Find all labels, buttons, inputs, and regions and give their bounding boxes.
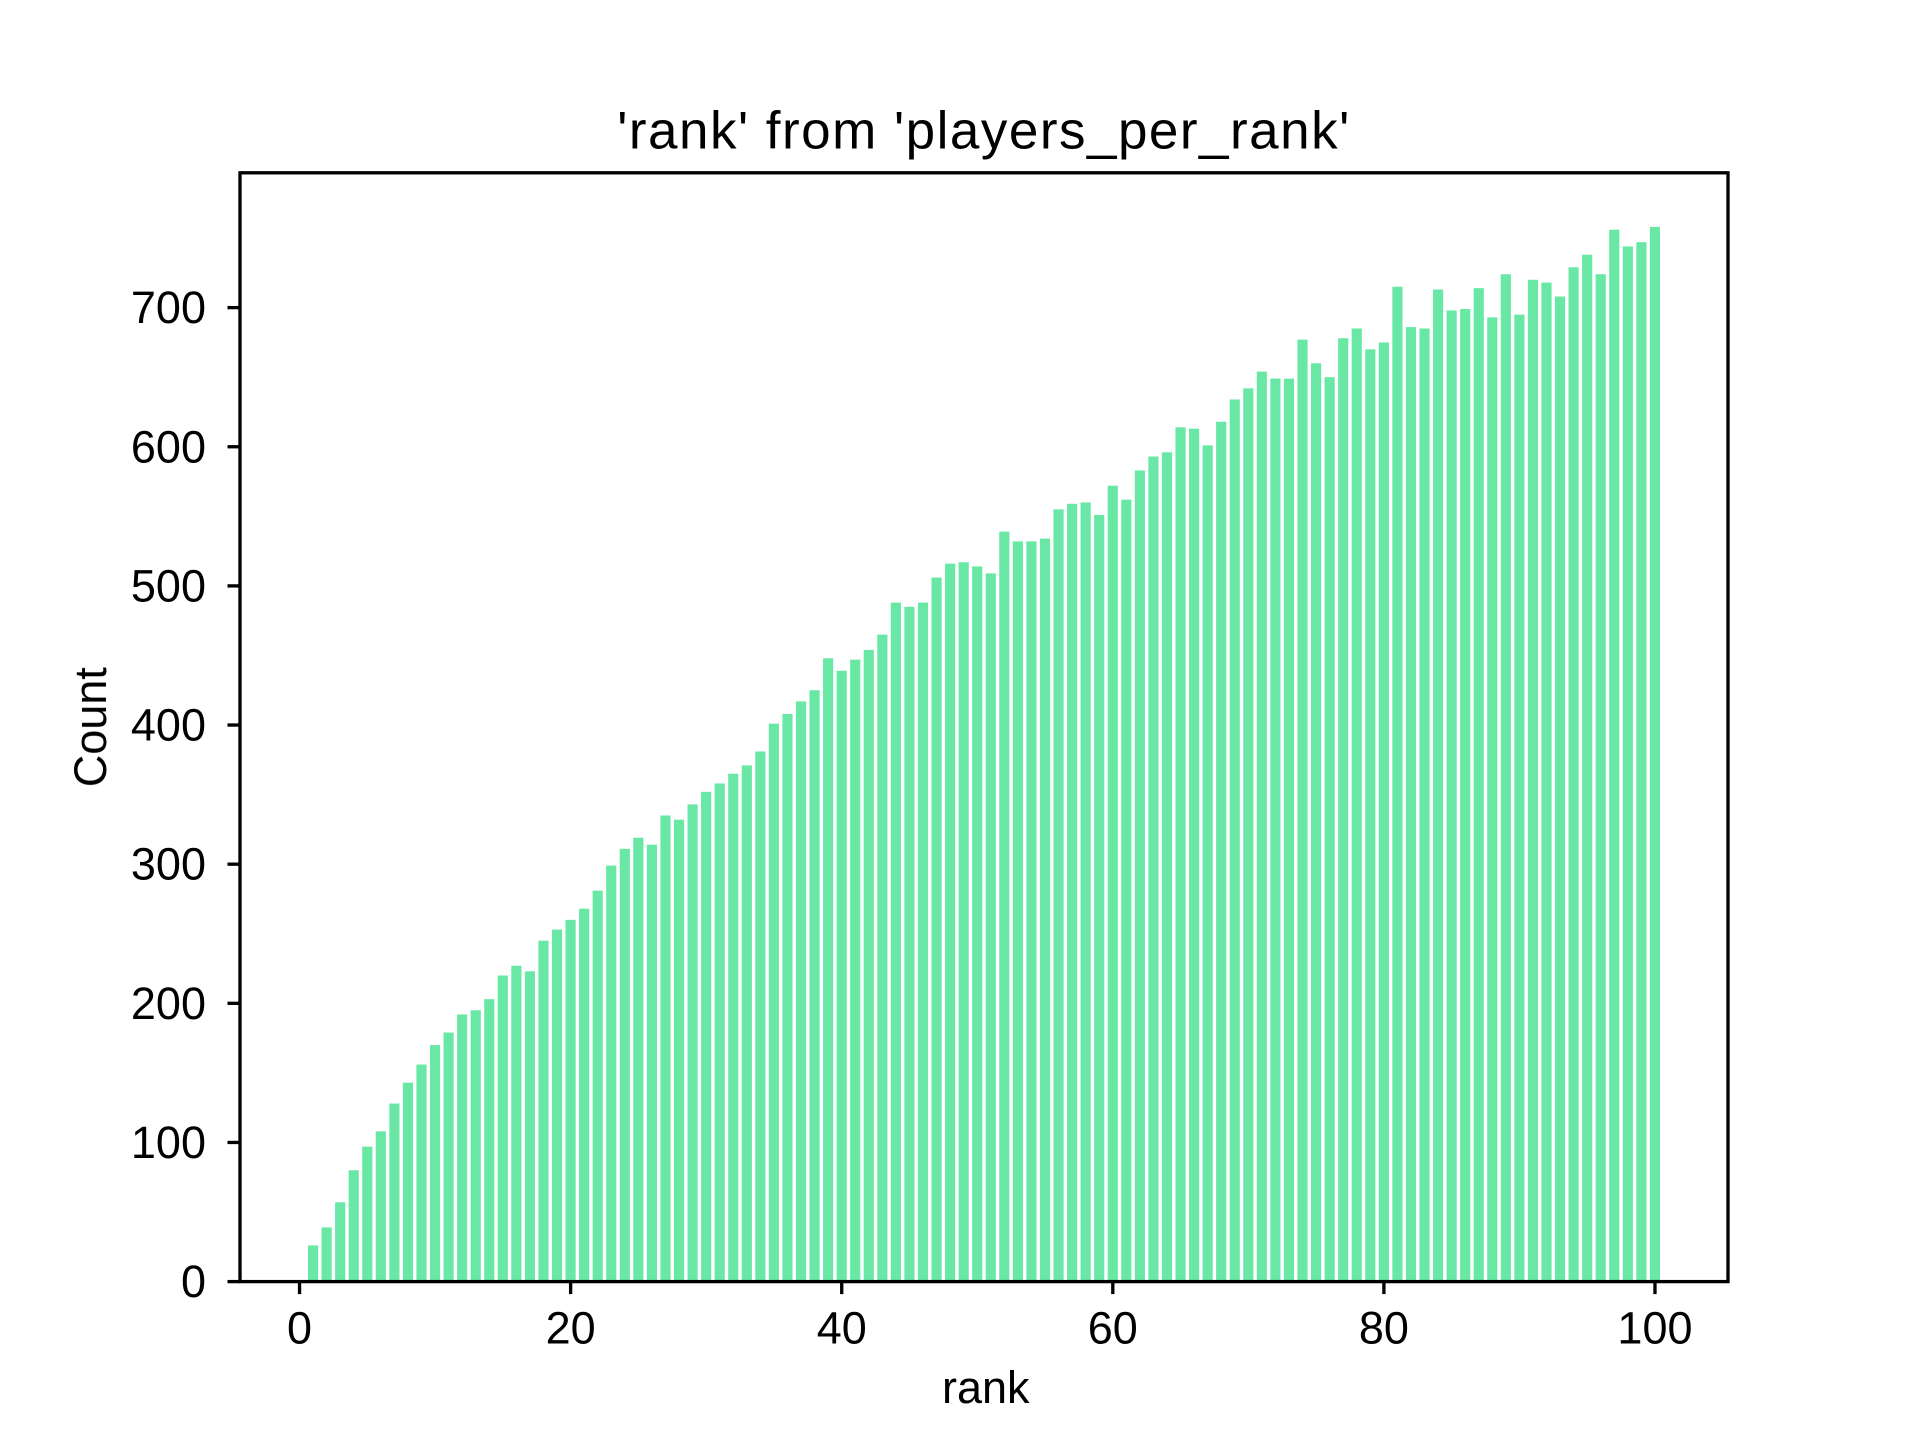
svg-text:rank: rank <box>942 1362 1030 1413</box>
svg-text:500: 500 <box>131 560 206 611</box>
svg-text:100: 100 <box>131 1117 206 1168</box>
svg-text:40: 40 <box>817 1303 867 1354</box>
svg-text:200: 200 <box>131 978 206 1029</box>
svg-text:80: 80 <box>1359 1303 1409 1354</box>
svg-text:60: 60 <box>1088 1303 1138 1354</box>
svg-text:Count: Count <box>65 667 116 788</box>
svg-text:600: 600 <box>131 421 206 472</box>
svg-text:0: 0 <box>181 1256 206 1307</box>
svg-text:300: 300 <box>131 839 206 890</box>
svg-text:100: 100 <box>1617 1303 1692 1354</box>
svg-text:'rank' from 'players_per_rank': 'rank' from 'players_per_rank' <box>617 102 1351 161</box>
svg-text:20: 20 <box>546 1303 596 1354</box>
svg-text:400: 400 <box>131 700 206 751</box>
svg-text:700: 700 <box>131 282 206 333</box>
svg-text:0: 0 <box>287 1303 312 1354</box>
